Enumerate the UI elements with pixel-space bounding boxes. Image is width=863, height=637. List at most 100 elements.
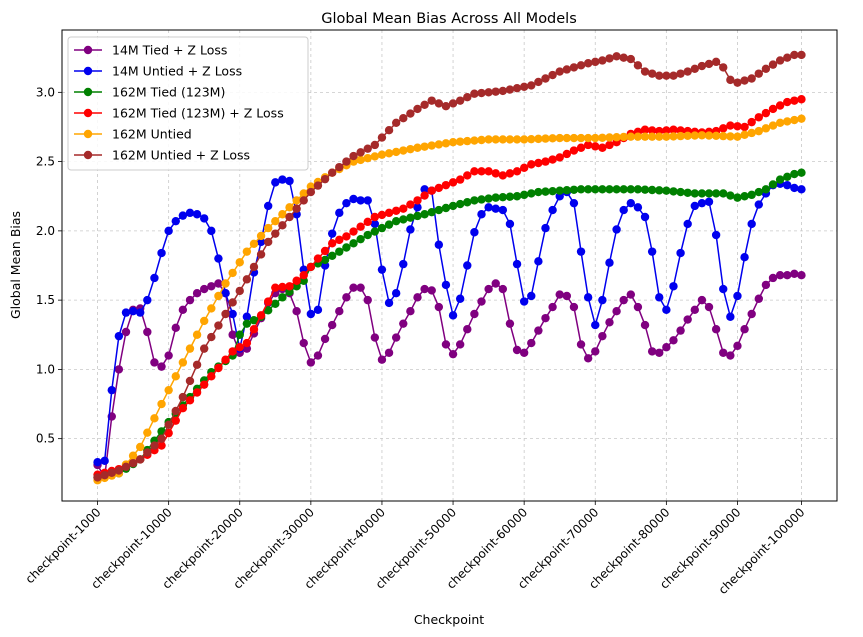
data-point [455,137,465,146]
legend-swatch-marker [83,108,93,118]
data-point [171,406,180,416]
data-point [605,140,614,150]
data-point [790,183,799,193]
data-point [192,210,202,219]
data-point [128,307,138,316]
data-point [157,441,166,450]
data-point [783,180,792,190]
data-point [427,141,436,150]
data-point [754,200,763,209]
legend: 14M Tied + Z Loss 14M Untied + Z Loss 162M… [67,36,309,171]
data-point [178,305,188,315]
legend-item: 162M Untied [74,127,192,142]
data-point [647,347,657,356]
data-point [128,458,138,468]
data-point [484,194,493,203]
data-point [214,254,223,263]
data-point [349,283,358,292]
data-point [719,348,728,357]
data-point [370,219,380,229]
data-point [100,470,109,480]
legend-swatch-marker [83,45,93,55]
data-point [591,320,600,330]
data-point [740,76,749,85]
data-point [505,219,515,229]
data-point [697,295,707,305]
data-point [662,126,671,135]
data-point [534,326,543,335]
data-point [647,126,657,135]
data-point [534,257,543,266]
data-point [647,132,657,141]
data-point [576,340,586,349]
data-point [676,187,685,197]
data-point [214,291,223,301]
data-point [363,230,372,240]
data-point [192,330,202,339]
data-point [327,229,337,238]
data-point [626,185,636,194]
data-point [413,203,422,212]
data-point [214,279,223,288]
data-point [711,325,721,334]
data-point [733,78,742,87]
data-point [143,448,152,457]
data-point [598,143,607,152]
legend-swatch-marker [83,66,93,76]
data-point [562,186,572,195]
data-point [114,331,124,341]
data-point [391,333,401,342]
data-point [470,309,479,319]
data-point [349,239,358,248]
data-point [356,283,365,292]
data-point [548,134,557,143]
data-point [342,232,351,241]
data-point [697,61,707,71]
data-point [228,330,237,339]
data-point [327,251,337,260]
data-point [498,86,508,96]
data-point [555,67,564,76]
data-point [256,311,266,320]
data-point [200,344,209,353]
data-point [370,227,380,236]
data-point [271,178,280,187]
data-point [413,196,422,205]
data-point [335,307,344,316]
data-point [335,235,344,245]
data-point [391,216,401,226]
data-point [391,289,401,298]
data-point [114,466,124,475]
plot-frame [61,29,838,502]
data-point [484,135,493,144]
data-point [505,135,515,144]
data-point [157,399,166,409]
data-point [150,273,159,283]
data-point [171,216,180,226]
data-point [185,376,195,386]
data-point [704,197,714,206]
data-point [242,338,252,348]
data-point [299,189,308,198]
data-point [790,50,799,60]
data-point [498,171,508,180]
data-point [342,198,351,208]
data-point [477,297,486,306]
data-point [349,227,358,236]
data-point [363,153,372,163]
legend-item: 162M Tied (123M) + Z Loss [74,106,284,121]
data-point [640,125,650,134]
data-point [285,203,294,212]
data-point [491,204,500,213]
data-point [761,108,771,118]
data-point [214,363,223,373]
data-point [107,468,116,478]
data-point [477,195,486,204]
data-point [150,358,159,367]
data-point [726,75,735,85]
data-point [228,298,237,307]
data-point [697,198,707,208]
data-point [285,282,294,291]
data-point [235,286,244,296]
data-point [491,193,500,202]
